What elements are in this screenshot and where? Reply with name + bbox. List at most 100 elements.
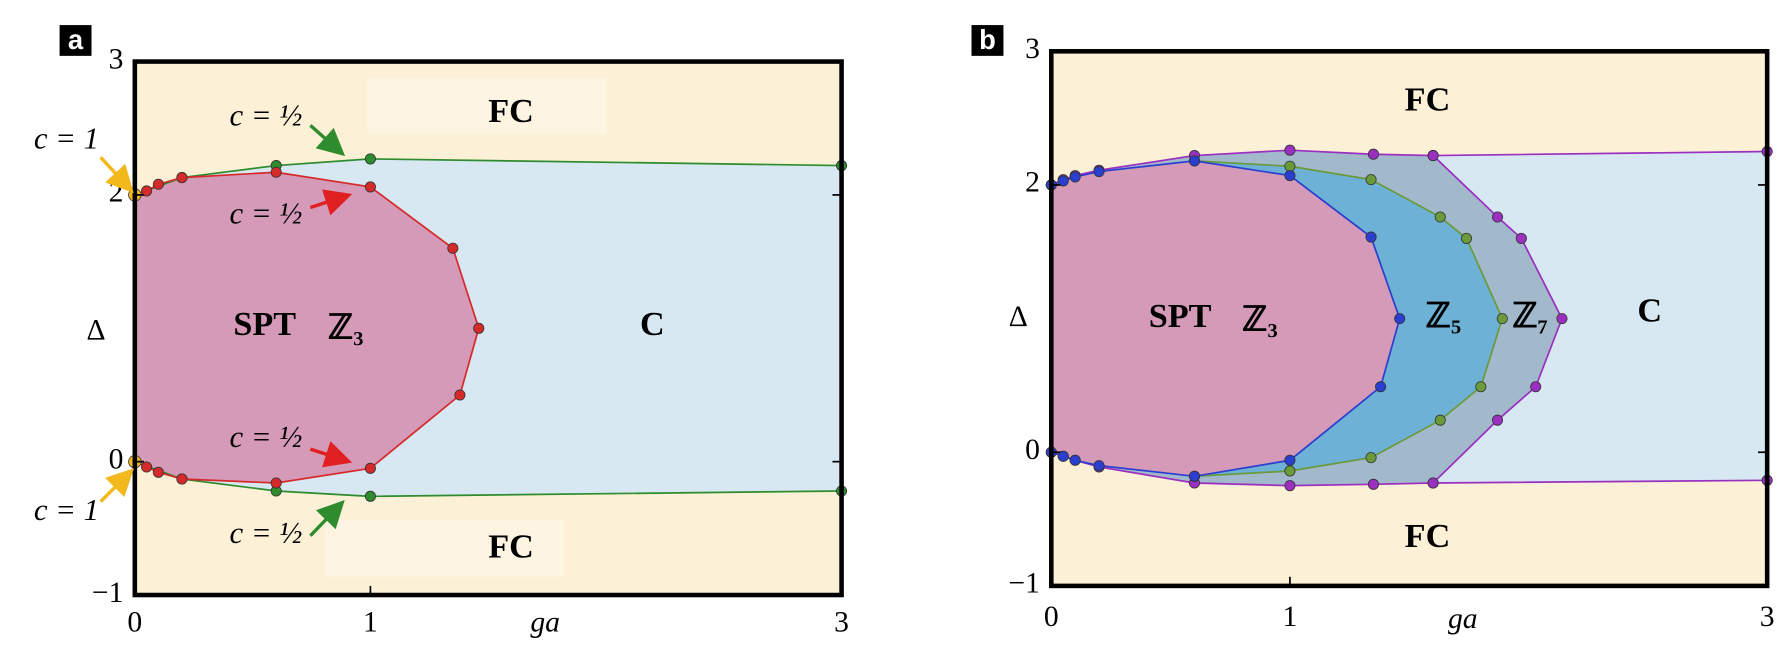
label-backdrop [325,519,565,577]
data-point [141,461,153,473]
data-point [1188,470,1201,482]
data-point [1367,148,1379,160]
panel-label: b [979,24,996,55]
data-point [1434,414,1446,426]
data-point [1188,155,1201,167]
arrow [99,156,134,194]
data-point [1057,175,1069,187]
data-point [1515,232,1527,244]
annotation: c = 1 [34,493,99,527]
data-point [176,473,188,485]
data-point [1427,150,1439,162]
panel-label-box [59,25,92,56]
data-point [1475,381,1487,393]
data-point [1460,232,1473,244]
data-point [1434,211,1446,223]
phase-label: C [640,306,665,343]
phase-label: SPT [1149,298,1212,335]
data-point [1530,381,1542,393]
arrow [99,468,134,503]
phase-label: FC [1405,81,1451,118]
data-point [1093,460,1105,472]
y-tick-label: 2 [1025,167,1040,199]
data-point [1284,144,1296,156]
annotation: c = 1 [34,121,99,155]
data-point [364,181,376,193]
data-point [1491,414,1504,426]
data-point [364,490,376,502]
x-tick-label: 1 [1283,601,1298,633]
x-axis-label: ga [530,606,560,638]
panel-label: a [68,24,84,55]
arrow [309,189,353,216]
plot-frame [1049,49,1770,589]
data-point [1367,478,1379,490]
data-point [364,153,376,165]
data-point [1496,313,1508,325]
data-point [1057,450,1069,462]
data-point [1365,174,1377,186]
y-tick-label: 3 [109,43,124,75]
data-point [1069,171,1081,183]
region-fill [134,172,479,483]
data-point [1365,231,1377,243]
label-backdrop [367,77,607,135]
x-tick-label: 0 [1044,601,1059,633]
phase-label: FC [1405,518,1451,555]
x-tick-label: 1 [363,606,378,638]
data-point [473,322,485,334]
data-point [454,389,466,401]
y-tick-label: 0 [1025,434,1040,466]
data-point [364,462,376,474]
y-tick-label: −1 [1008,568,1040,600]
phase-symbol: ℤ₇ [1512,298,1548,335]
plot-frame [132,59,844,598]
data-point [1093,166,1105,178]
data-point [1284,480,1296,492]
y-axis-label: Δ [1009,301,1028,333]
phase-label: FC [488,93,534,130]
phase-label: FC [488,528,534,565]
data-point [1069,454,1081,466]
phase-symbol: ℤ₃ [1242,301,1278,338]
data-point [1427,477,1439,489]
data-point [1284,170,1296,182]
arrow [309,500,345,537]
y-tick-label: 0 [109,443,124,475]
annotation: c = ½ [229,516,302,550]
data-point [1394,313,1406,325]
data-point [1556,313,1568,325]
x-tick-label: 3 [834,606,849,638]
arrow [309,124,346,157]
data-point [152,466,164,478]
y-axis-label: Δ [87,315,106,347]
x-tick-label: 3 [1760,601,1775,633]
y-tick-label: 3 [1025,33,1040,65]
arrow [309,441,353,468]
y-tick-label: −1 [92,577,124,609]
data-point [1284,465,1296,477]
panel-label-box [971,25,1004,56]
data-point [152,178,164,190]
data-point [1365,452,1377,464]
data-point [141,185,153,197]
annotation: c = ½ [229,420,302,454]
phase-symbol: ℤ₅ [1426,298,1462,335]
region-fill [1051,160,1400,477]
data-point [270,477,282,489]
phase-label: C [1637,292,1662,329]
x-tick-label: 0 [127,606,142,638]
phase-symbol: ℤ₃ [328,309,364,346]
annotation: c = ½ [229,197,302,231]
x-axis-label: ga [1448,603,1478,635]
data-point [1375,381,1387,393]
data-point [176,172,188,184]
data-point [1284,454,1296,466]
data-point [270,166,282,178]
data-point [1284,160,1296,172]
annotation: c = ½ [229,99,302,133]
data-point [1491,211,1504,223]
phase-label: SPT [233,306,296,343]
